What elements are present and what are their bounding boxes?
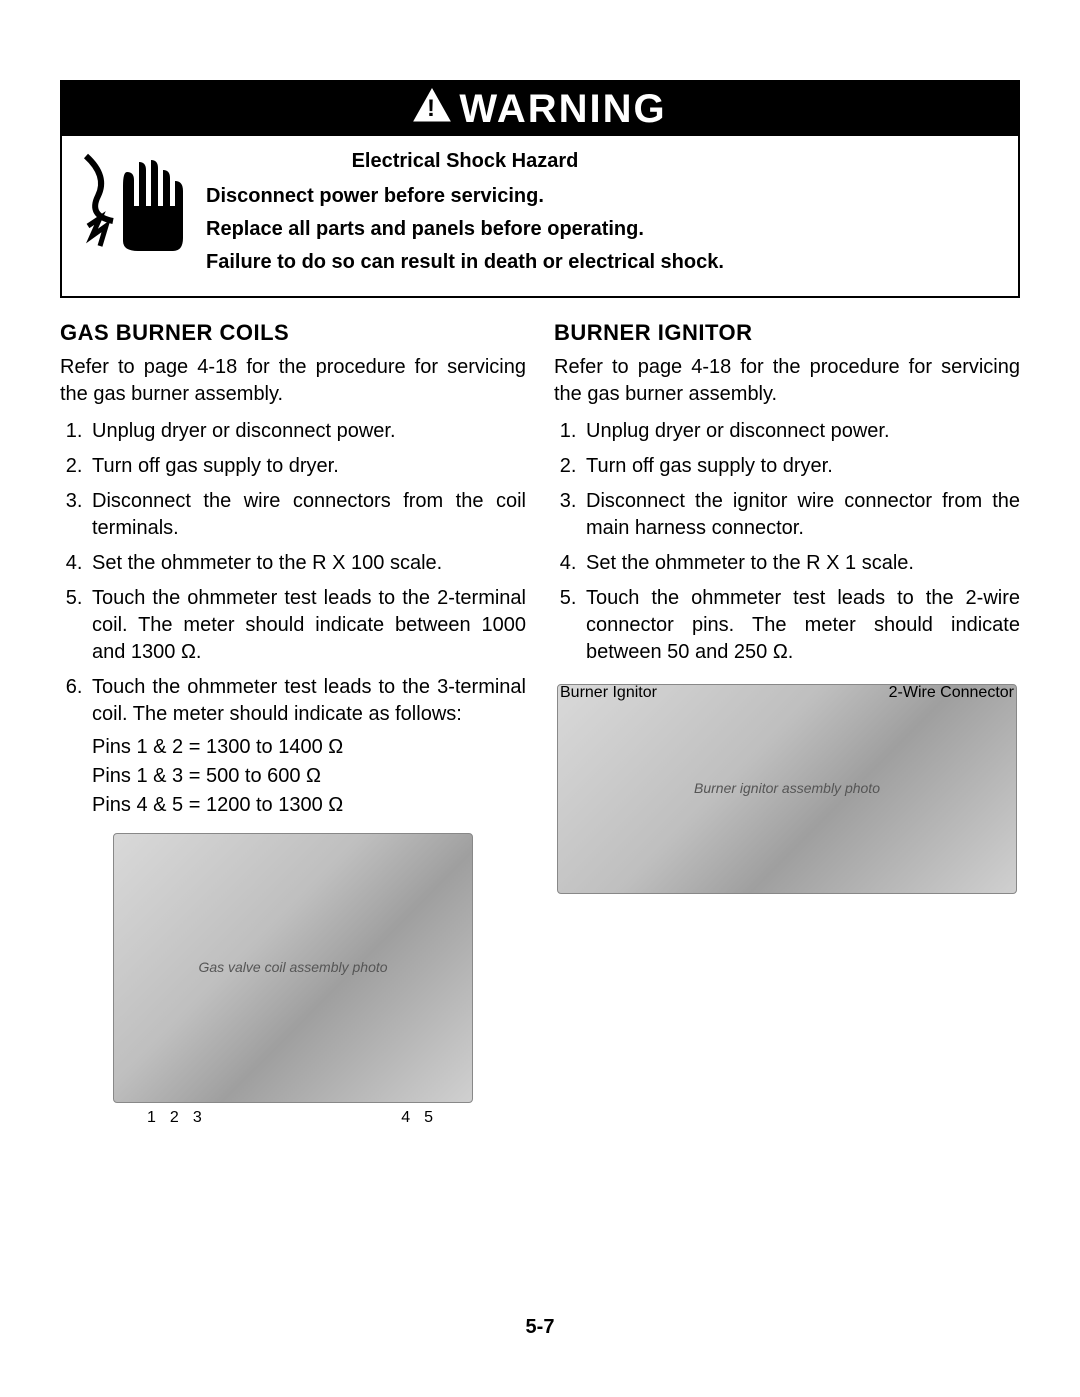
step: Turn off gas supply to dryer.: [582, 453, 1020, 480]
step: Set the ohmmeter to the R X 1 scale.: [582, 550, 1020, 577]
pin-label: 4: [401, 1107, 410, 1129]
right-column: BURNER IGNITOR Refer to page 4-18 for th…: [554, 318, 1020, 1128]
pin-label: 5: [424, 1107, 433, 1129]
warning-body: Electrical Shock Hazard Disconnect power…: [62, 136, 1018, 296]
pin-values: Pins 1 & 2 = 1300 to 1400 Ω Pins 1 & 3 =…: [92, 734, 526, 819]
annot-burner-ignitor: Burner Ignitor: [560, 682, 657, 704]
step: Unplug dryer or disconnect power.: [88, 418, 526, 445]
step: Unplug dryer or disconnect power.: [582, 418, 1020, 445]
step: Disconnect the wire connectors from the …: [88, 488, 526, 542]
pin-label: 1: [147, 1107, 156, 1129]
step: Touch the ohmmeter test leads to the 3-t…: [88, 674, 526, 819]
annot-2wire-connector: 2-Wire Connector: [889, 682, 1014, 704]
warning-triangle-icon: !: [413, 87, 451, 132]
warning-header: ! WARNING: [62, 82, 1018, 136]
gas-valve-photo: Gas valve coil assembly photo: [113, 833, 473, 1103]
step: Set the ohmmeter to the R X 100 scale.: [88, 550, 526, 577]
warning-line: Replace all parts and panels before oper…: [206, 214, 724, 245]
burner-ignitor-photo: Burner ignitor assembly photo: [557, 684, 1017, 894]
right-figure: Burner Ignitor 2-Wire Connector Burner i…: [554, 684, 1020, 894]
section-title-burner-ignitor: BURNER IGNITOR: [554, 318, 1020, 348]
pin-value: Pins 1 & 2 = 1300 to 1400 Ω: [92, 734, 526, 761]
figure-alt: Gas valve coil assembly photo: [198, 958, 387, 977]
step: Disconnect the ignitor wire connector fr…: [582, 488, 1020, 542]
left-intro: Refer to page 4-18 for the procedure for…: [60, 354, 526, 408]
pin-group-left: 1 2 3: [147, 1107, 202, 1129]
hazard-title: Electrical Shock Hazard: [206, 146, 724, 177]
content-columns: GAS BURNER COILS Refer to page 4-18 for …: [60, 318, 1020, 1128]
pin-value: Pins 1 & 3 = 500 to 600 Ω: [92, 763, 526, 790]
left-figure: Gas valve coil assembly photo 1 2 3 4 5: [60, 833, 526, 1129]
pin-label: 2: [170, 1107, 179, 1129]
step: Touch the ohmmeter test leads to the 2-t…: [88, 585, 526, 666]
figure-alt: Burner ignitor assembly photo: [694, 779, 880, 798]
warning-title: ! WARNING: [413, 87, 666, 132]
step-text: Touch the ohmmeter test leads to the 3-t…: [92, 676, 526, 725]
pin-label: 3: [193, 1107, 202, 1129]
page: ! WARNING Electrical Shock Haza: [0, 0, 1080, 1397]
pin-group-right: 4 5: [401, 1107, 433, 1129]
step: Touch the ohmmeter test leads to the 2-w…: [582, 585, 1020, 666]
pin-labels: 1 2 3 4 5: [113, 1107, 473, 1129]
left-steps: Unplug dryer or disconnect power. Turn o…: [60, 418, 526, 819]
page-number: 5-7: [0, 1316, 1080, 1339]
section-title-gas-burner-coils: GAS BURNER COILS: [60, 318, 526, 348]
svg-text:!: !: [427, 95, 437, 122]
pin-value: Pins 4 & 5 = 1200 to 1300 Ω: [92, 792, 526, 819]
warning-header-text: WARNING: [459, 87, 666, 132]
right-steps: Unplug dryer or disconnect power. Turn o…: [554, 418, 1020, 666]
left-column: GAS BURNER COILS Refer to page 4-18 for …: [60, 318, 526, 1128]
right-intro: Refer to page 4-18 for the procedure for…: [554, 354, 1020, 408]
warning-line: Failure to do so can result in death or …: [206, 247, 724, 278]
shock-hand-icon: [78, 146, 188, 256]
warning-box: ! WARNING Electrical Shock Haza: [60, 80, 1020, 298]
warning-text: Electrical Shock Hazard Disconnect power…: [206, 146, 724, 278]
step: Turn off gas supply to dryer.: [88, 453, 526, 480]
warning-line: Disconnect power before servicing.: [206, 181, 724, 212]
